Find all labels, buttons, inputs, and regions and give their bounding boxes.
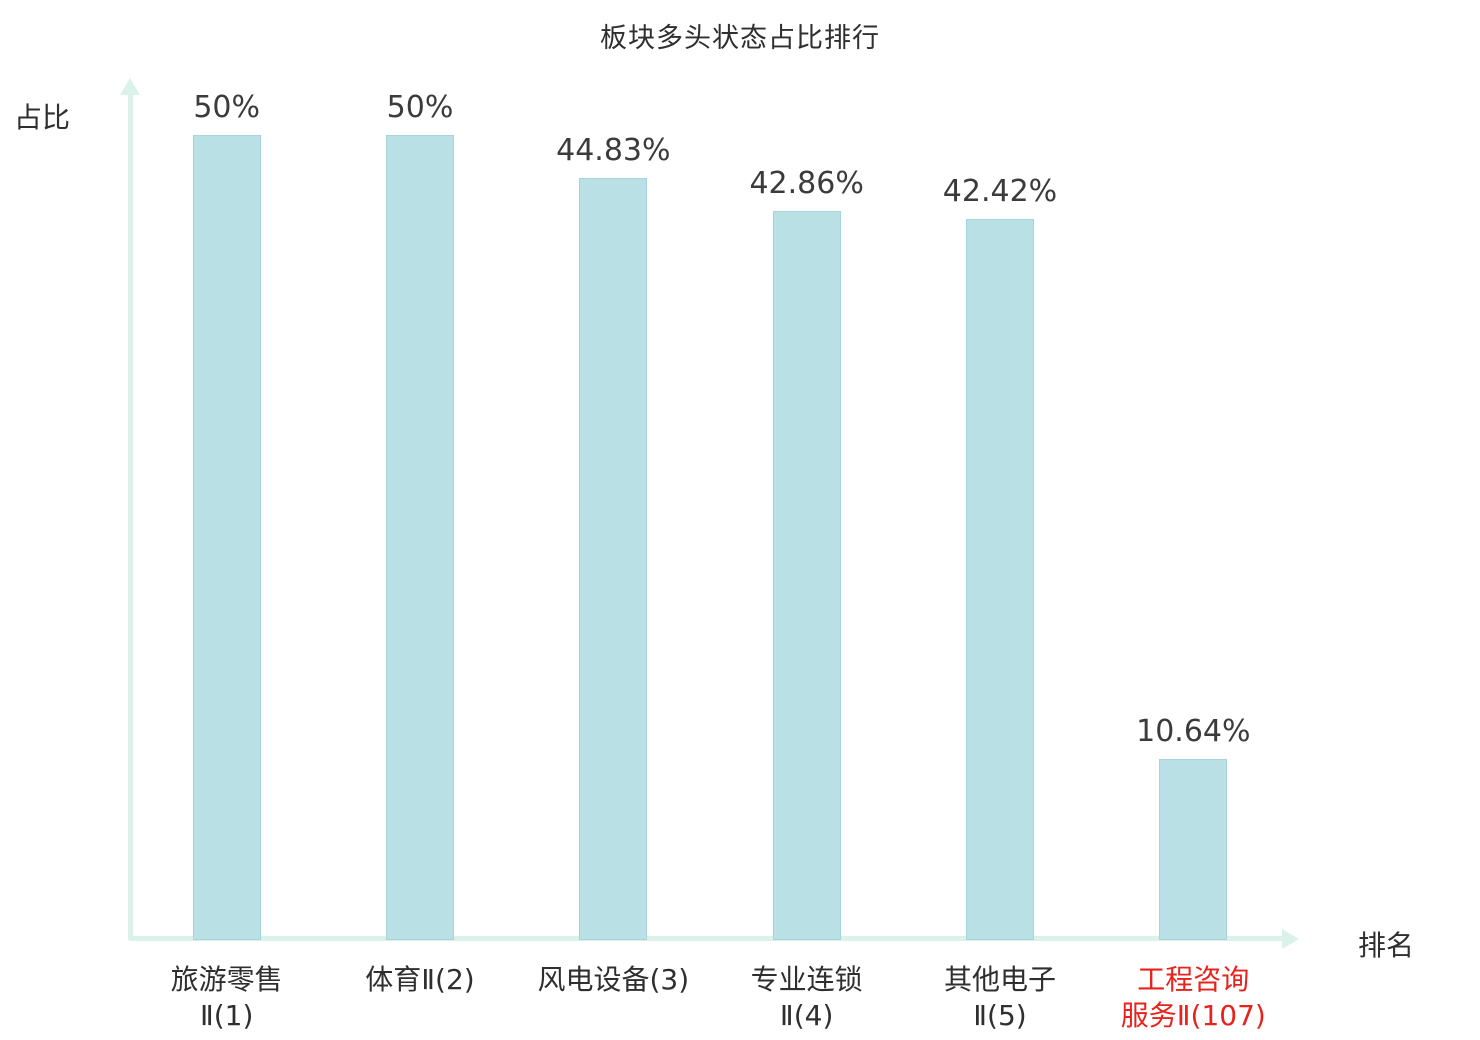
bar — [579, 177, 648, 940]
category-row: 旅游零售 Ⅱ(1) 体育Ⅱ(2) 风电设备(3) 专业连锁 Ⅱ(4) 其他电子 Ⅱ(5) 工程咨… — [130, 962, 1290, 1034]
bar-value-label: 50% — [193, 90, 260, 125]
category-label: 专业连锁 Ⅱ(4) — [750, 963, 863, 1032]
y-axis-arrow-icon — [120, 78, 140, 95]
bar-value-label: 50% — [386, 90, 454, 125]
bar — [772, 211, 841, 940]
bar-value-label: 42.86% — [749, 166, 864, 202]
x-axis-label: 排名 — [1358, 929, 1415, 962]
category-label: 风电设备(3) — [537, 963, 690, 996]
bar-group: 50% — [323, 90, 516, 940]
chart-title: 板块多头状态占比排行 — [600, 23, 880, 54]
bar-group: 42.42% — [903, 90, 1096, 940]
bar — [1159, 759, 1228, 940]
x-axis-arrow-icon — [1282, 929, 1299, 949]
bar-group: 44.83% — [517, 90, 710, 940]
x-axis-line — [128, 936, 1284, 941]
bar — [965, 218, 1034, 940]
bar — [192, 135, 261, 940]
bar-value-label: 10.64% — [1136, 714, 1251, 750]
y-axis-label: 占比 — [14, 101, 71, 134]
bar-group: 10.64% — [1097, 90, 1290, 940]
bar-group: 42.86% — [710, 90, 903, 940]
bar — [385, 135, 454, 940]
category-label: 其他电子 Ⅱ(5) — [943, 963, 1056, 1032]
category-label: 旅游零售 Ⅱ(1) — [170, 963, 283, 1032]
bar-value-label: 42.42% — [942, 173, 1058, 209]
category-label: 工程咨询 服务Ⅱ(107) — [1120, 963, 1266, 1032]
y-axis-line — [128, 92, 133, 940]
category-label: 体育Ⅱ(2) — [365, 963, 475, 996]
bar-value-label: 44.83% — [556, 132, 671, 168]
bar-group: 50% — [130, 90, 323, 940]
plot-area: 50% 50% 44.83% 42.86% 42.42% 10.64% — [130, 90, 1290, 940]
